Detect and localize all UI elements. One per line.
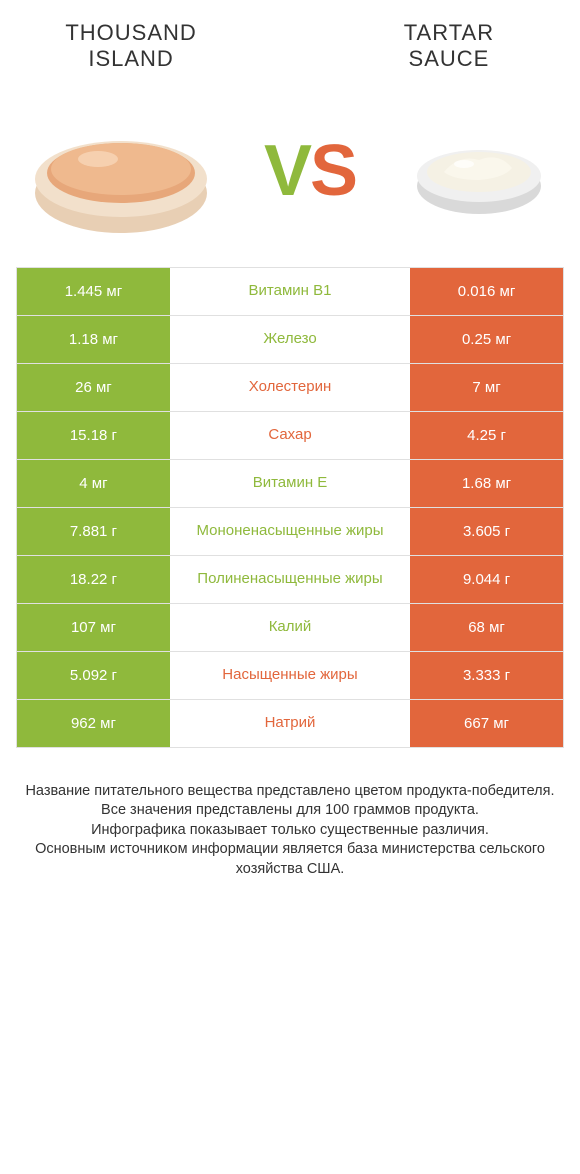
table-row: 26 мгХолестерин7 мг — [17, 364, 563, 412]
table-row: 1.445 мгВитамин B10.016 мг — [17, 268, 563, 316]
comparison-table: 1.445 мгВитамин B10.016 мг1.18 мгЖелезо0… — [16, 267, 564, 748]
title-left-line1: THOUSAND — [65, 20, 196, 45]
table-row: 1.18 мгЖелезо0.25 мг — [17, 316, 563, 364]
footer-line-3: Инфографика показывает только существенн… — [91, 822, 489, 838]
nutrient-name: Натрий — [170, 700, 410, 747]
nutrient-name: Холестерин — [170, 364, 410, 411]
nutrient-name: Калий — [170, 604, 410, 651]
table-row: 5.092 гНасыщенные жиры3.333 г — [17, 652, 563, 700]
value-right: 0.016 мг — [410, 268, 563, 315]
value-left: 107 мг — [17, 604, 170, 651]
value-right: 9.044 г — [410, 556, 563, 603]
nutrient-name: Витамин B1 — [170, 268, 410, 315]
nutrient-name: Насыщенные жиры — [170, 652, 410, 699]
footer-line-2: Все значения представлены для 100 граммо… — [101, 802, 479, 818]
vs-s: S — [310, 131, 356, 211]
vs-v: V — [264, 131, 310, 211]
value-left: 5.092 г — [17, 652, 170, 699]
value-left: 1.18 мг — [17, 316, 170, 363]
value-left: 7.881 г — [17, 508, 170, 555]
nutrient-name: Полиненасыщенные жиры — [170, 556, 410, 603]
nutrient-name: Сахар — [170, 412, 410, 459]
titles-row: THOUSAND ISLAND TARTAR SAUCE — [16, 20, 564, 73]
title-right-line2: SAUCE — [409, 46, 490, 71]
value-right: 3.605 г — [410, 508, 563, 555]
table-row: 18.22 гПолиненасыщенные жиры9.044 г — [17, 556, 563, 604]
value-right: 68 мг — [410, 604, 563, 651]
footer-line-4: Основным источником информации является … — [35, 841, 545, 877]
nutrient-name: Железо — [170, 316, 410, 363]
table-row: 4 мгВитамин E1.68 мг — [17, 460, 563, 508]
title-left-line2: ISLAND — [88, 46, 173, 71]
table-row: 7.881 гМононенасыщенные жиры3.605 г — [17, 508, 563, 556]
value-left: 1.445 мг — [17, 268, 170, 315]
footer-text: Название питательного вещества представл… — [16, 782, 564, 880]
vs-label: VS — [264, 130, 356, 212]
value-right: 667 мг — [410, 700, 563, 747]
value-left: 4 мг — [17, 460, 170, 507]
value-left: 18.22 г — [17, 556, 170, 603]
tartar-sauce-image — [404, 116, 554, 226]
thousand-island-image — [26, 101, 216, 241]
title-right: TARTAR SAUCE — [334, 20, 564, 73]
table-row: 15.18 гСахар4.25 г — [17, 412, 563, 460]
value-left: 962 мг — [17, 700, 170, 747]
title-left: THOUSAND ISLAND — [16, 20, 246, 73]
value-right: 1.68 мг — [410, 460, 563, 507]
table-row: 107 мгКалий68 мг — [17, 604, 563, 652]
value-left: 15.18 г — [17, 412, 170, 459]
value-right: 7 мг — [410, 364, 563, 411]
table-row: 962 мгНатрий667 мг — [17, 700, 563, 748]
value-right: 0.25 мг — [410, 316, 563, 363]
title-right-line1: TARTAR — [404, 20, 494, 45]
value-right: 4.25 г — [410, 412, 563, 459]
footer-line-1: Название питательного вещества представл… — [25, 783, 554, 799]
hero-row: VS — [16, 91, 564, 267]
nutrient-name: Мононенасыщенные жиры — [170, 508, 410, 555]
value-right: 3.333 г — [410, 652, 563, 699]
nutrient-name: Витамин E — [170, 460, 410, 507]
value-left: 26 мг — [17, 364, 170, 411]
